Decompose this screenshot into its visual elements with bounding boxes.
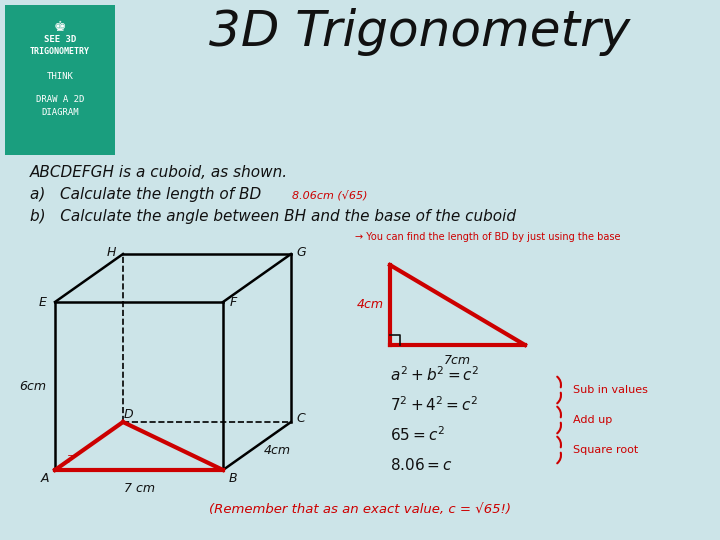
Text: G: G <box>296 246 306 259</box>
Text: → You can find the length of BD by just using the base: → You can find the length of BD by just … <box>355 232 621 242</box>
Text: F: F <box>230 295 237 308</box>
Text: 7: 7 <box>66 455 72 465</box>
Text: B: B <box>229 471 238 484</box>
Text: 3D Trigonometry: 3D Trigonometry <box>210 8 631 56</box>
Text: 4cm: 4cm <box>264 444 290 457</box>
Text: C: C <box>297 411 305 424</box>
Text: (Remember that as an exact value, c = √65!): (Remember that as an exact value, c = √6… <box>209 503 511 516</box>
Text: DIAGRAM: DIAGRAM <box>41 108 78 117</box>
Text: b)   Calculate the angle between BH and the base of the cuboid: b) Calculate the angle between BH and th… <box>30 209 516 224</box>
Text: DRAW A 2D: DRAW A 2D <box>36 95 84 104</box>
Text: THINK: THINK <box>47 72 73 81</box>
Text: 6cm: 6cm <box>19 380 47 393</box>
Text: 8.06cm (√65): 8.06cm (√65) <box>292 190 367 200</box>
Text: $a^2 + b^2 = c^2$: $a^2 + b^2 = c^2$ <box>390 366 480 384</box>
Text: 7cm: 7cm <box>444 354 471 367</box>
Text: 4cm: 4cm <box>356 299 384 312</box>
Text: ♚: ♚ <box>54 20 66 34</box>
Text: $65 = c^2$: $65 = c^2$ <box>390 426 445 444</box>
Text: $8.06 = c$: $8.06 = c$ <box>390 457 453 473</box>
Text: $7^2 + 4^2 = c^2$: $7^2 + 4^2 = c^2$ <box>390 396 478 414</box>
Text: Sub in values: Sub in values <box>573 385 648 395</box>
Text: SEE 3D: SEE 3D <box>44 35 76 44</box>
Text: H: H <box>107 246 116 259</box>
Text: A: A <box>41 471 49 484</box>
Bar <box>5 5 115 155</box>
Text: ABCDEFGH is a cuboid, as shown.: ABCDEFGH is a cuboid, as shown. <box>30 165 288 180</box>
Text: 7 cm: 7 cm <box>124 482 155 495</box>
Text: a)   Calculate the length of BD: a) Calculate the length of BD <box>30 187 261 202</box>
Text: D: D <box>123 408 132 421</box>
Text: E: E <box>39 295 47 308</box>
Text: Square root: Square root <box>573 445 638 455</box>
Text: TRIGONOMETRY: TRIGONOMETRY <box>30 47 90 56</box>
Text: Add up: Add up <box>573 415 612 425</box>
